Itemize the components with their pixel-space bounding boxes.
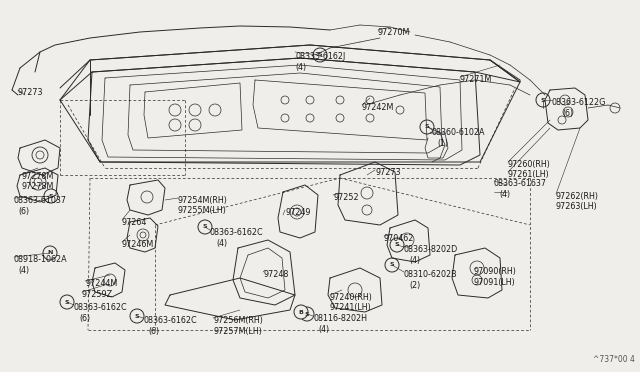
Text: 97278M: 97278M (22, 172, 54, 181)
Circle shape (313, 48, 327, 62)
Text: B: B (299, 310, 303, 314)
Text: 08363-61637: 08363-61637 (494, 179, 547, 188)
Text: 08116-8202H: 08116-8202H (313, 314, 367, 323)
Text: 97257M(LH): 97257M(LH) (213, 327, 262, 336)
Text: 08363-8202D: 08363-8202D (404, 245, 458, 254)
Circle shape (536, 93, 550, 107)
Text: ^737*00 4: ^737*00 4 (593, 355, 635, 364)
Circle shape (198, 220, 212, 234)
Text: 97261(LH): 97261(LH) (508, 170, 550, 179)
Text: (1): (1) (437, 139, 448, 148)
Text: (6): (6) (18, 207, 29, 216)
Text: S: S (305, 311, 309, 317)
Text: (4): (4) (499, 190, 510, 199)
Text: 97255M(LH): 97255M(LH) (178, 206, 227, 215)
Text: (2): (2) (409, 281, 420, 290)
Text: (6): (6) (79, 314, 90, 323)
Text: 97252: 97252 (333, 193, 358, 202)
Text: 97264: 97264 (122, 218, 147, 227)
Text: 97278M: 97278M (22, 182, 54, 191)
Circle shape (420, 120, 434, 134)
Text: N: N (47, 250, 52, 256)
Text: S: S (317, 52, 323, 58)
Text: 97090(RH): 97090(RH) (474, 267, 517, 276)
Text: 97244M: 97244M (85, 279, 117, 288)
Circle shape (294, 305, 308, 319)
Circle shape (60, 295, 74, 309)
Text: 97259Z: 97259Z (82, 290, 113, 299)
Text: (4): (4) (295, 63, 306, 72)
Text: S: S (203, 224, 207, 230)
Text: 97248: 97248 (263, 270, 289, 279)
Text: 970462: 970462 (384, 234, 414, 243)
Text: 97254M(RH): 97254M(RH) (178, 196, 228, 205)
Text: 08360-6102A: 08360-6102A (432, 128, 486, 137)
Text: S: S (49, 193, 53, 199)
Text: (6): (6) (148, 327, 159, 336)
Text: (4): (4) (216, 239, 227, 248)
Text: S: S (390, 263, 394, 267)
Circle shape (300, 307, 314, 321)
Text: 97273: 97273 (375, 168, 401, 177)
Text: 97246M: 97246M (122, 240, 154, 249)
Text: (4): (4) (409, 256, 420, 265)
Text: S: S (65, 299, 69, 305)
Text: 97270M: 97270M (378, 28, 410, 37)
Text: S: S (425, 125, 429, 129)
Text: 97256M(RH): 97256M(RH) (213, 316, 263, 325)
Text: 97241(LH): 97241(LH) (330, 303, 372, 312)
Text: 08310-6202B: 08310-6202B (404, 270, 458, 279)
Text: S: S (541, 97, 545, 103)
Text: (6): (6) (562, 109, 573, 118)
Text: S: S (395, 243, 399, 247)
Text: 08918-1062A: 08918-1062A (14, 255, 68, 264)
Text: 97260(RH): 97260(RH) (508, 160, 551, 169)
Circle shape (390, 238, 404, 252)
Circle shape (43, 246, 57, 260)
Text: 08363-6162C: 08363-6162C (210, 228, 264, 237)
Text: S: S (134, 314, 140, 318)
Text: 97249: 97249 (285, 208, 310, 217)
Circle shape (385, 258, 399, 272)
Text: 97263(LH): 97263(LH) (556, 202, 598, 211)
Text: 08363-61037: 08363-61037 (14, 196, 67, 205)
Text: 08363-6122G: 08363-6122G (552, 98, 606, 107)
Text: 97271M: 97271M (460, 75, 492, 84)
Text: 97240(RH): 97240(RH) (330, 293, 373, 302)
Text: 08363-6162C: 08363-6162C (74, 303, 127, 312)
Text: 97273: 97273 (18, 88, 44, 97)
Circle shape (44, 189, 58, 203)
Text: (4): (4) (18, 266, 29, 275)
Circle shape (130, 309, 144, 323)
Text: (4): (4) (318, 325, 329, 334)
Text: 08363-6162C: 08363-6162C (143, 316, 196, 325)
Text: 08333-6162J: 08333-6162J (295, 52, 345, 61)
Text: 97242M: 97242M (362, 103, 394, 112)
Text: 97091(LH): 97091(LH) (474, 278, 516, 287)
Text: 97262(RH): 97262(RH) (556, 192, 599, 201)
